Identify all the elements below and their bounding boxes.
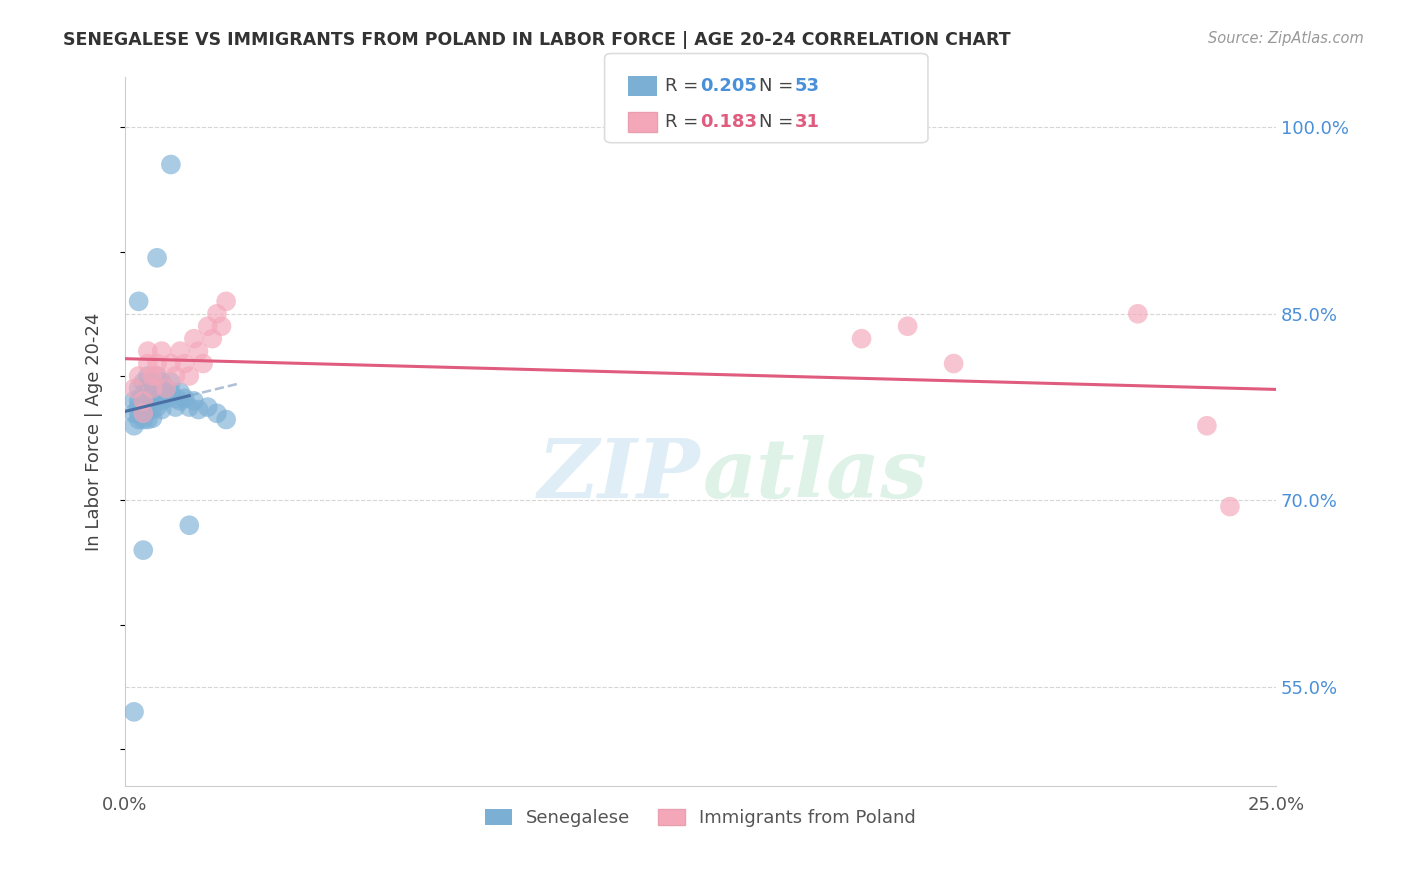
Point	[201, 332, 224, 346]
Point	[165, 392, 187, 406]
Point	[141, 385, 163, 400]
Point	[146, 357, 169, 371]
Point	[132, 393, 155, 408]
Point	[150, 375, 173, 389]
Point	[132, 404, 155, 418]
Point	[141, 369, 163, 384]
Point	[132, 387, 155, 401]
Point	[169, 344, 191, 359]
Point	[141, 411, 163, 425]
Point	[179, 369, 201, 384]
Point	[146, 392, 169, 406]
Text: R =: R =	[665, 113, 704, 131]
Point	[1126, 307, 1149, 321]
Point	[122, 705, 145, 719]
Point	[146, 369, 169, 384]
Point	[169, 393, 191, 408]
Point	[155, 381, 177, 395]
Point	[1195, 418, 1218, 433]
Point	[173, 392, 195, 406]
Text: N =: N =	[759, 113, 799, 131]
Point	[179, 400, 201, 414]
Point	[150, 402, 173, 417]
Point	[165, 400, 187, 414]
Point	[215, 294, 238, 309]
Point	[160, 357, 183, 371]
Point	[146, 400, 169, 414]
Point	[132, 375, 155, 389]
Point	[179, 518, 201, 533]
Point	[146, 251, 169, 265]
Point	[165, 369, 187, 384]
Point	[128, 400, 150, 414]
Point	[146, 381, 169, 395]
Point	[128, 381, 150, 395]
Point	[205, 307, 228, 321]
Point	[150, 393, 173, 408]
Point	[128, 406, 150, 420]
Point	[211, 319, 233, 334]
Point	[146, 369, 169, 384]
Point	[132, 406, 155, 420]
Point	[136, 379, 159, 393]
Point	[150, 385, 173, 400]
Text: 0.183: 0.183	[700, 113, 758, 131]
Point	[851, 332, 873, 346]
Point	[183, 393, 205, 408]
Point	[173, 357, 195, 371]
Point	[160, 385, 183, 400]
Point	[155, 392, 177, 406]
Point	[897, 319, 920, 334]
Point	[136, 396, 159, 410]
Point	[187, 402, 209, 417]
Point	[136, 369, 159, 384]
Point	[141, 381, 163, 395]
Text: Source: ZipAtlas.com: Source: ZipAtlas.com	[1208, 31, 1364, 46]
Point	[136, 357, 159, 371]
Point	[197, 400, 219, 414]
Y-axis label: In Labor Force | Age 20-24: In Labor Force | Age 20-24	[86, 313, 103, 551]
Point	[136, 387, 159, 401]
Text: 53: 53	[794, 77, 820, 95]
Point	[128, 393, 150, 408]
Point	[132, 543, 155, 558]
Text: atlas: atlas	[703, 434, 928, 515]
Point	[215, 412, 238, 426]
Point	[141, 393, 163, 408]
Point	[197, 319, 219, 334]
Text: SENEGALESE VS IMMIGRANTS FROM POLAND IN LABOR FORCE | AGE 20-24 CORRELATION CHAR: SENEGALESE VS IMMIGRANTS FROM POLAND IN …	[63, 31, 1011, 49]
Point	[183, 332, 205, 346]
Point	[132, 396, 155, 410]
Text: N =: N =	[759, 77, 799, 95]
Point	[187, 344, 209, 359]
Text: ZIP: ZIP	[537, 434, 700, 515]
Point	[128, 294, 150, 309]
Point	[122, 406, 145, 420]
Point	[191, 357, 214, 371]
Point	[1219, 500, 1241, 514]
Point	[169, 385, 191, 400]
Point	[160, 157, 183, 171]
Point	[128, 412, 150, 426]
Point	[136, 404, 159, 418]
Point	[141, 402, 163, 417]
Text: R =: R =	[665, 77, 704, 95]
Point	[942, 357, 965, 371]
Legend: Senegalese, Immigrants from Poland: Senegalese, Immigrants from Poland	[478, 802, 924, 834]
Text: 0.205: 0.205	[700, 77, 756, 95]
Point	[122, 381, 145, 395]
Point	[150, 344, 173, 359]
Point	[136, 344, 159, 359]
Point	[122, 393, 145, 408]
Point	[128, 369, 150, 384]
Point	[205, 406, 228, 420]
Point	[136, 412, 159, 426]
Point	[122, 418, 145, 433]
Point	[155, 381, 177, 395]
Point	[141, 375, 163, 389]
Text: 31: 31	[794, 113, 820, 131]
Point	[160, 375, 183, 389]
Point	[132, 412, 155, 426]
